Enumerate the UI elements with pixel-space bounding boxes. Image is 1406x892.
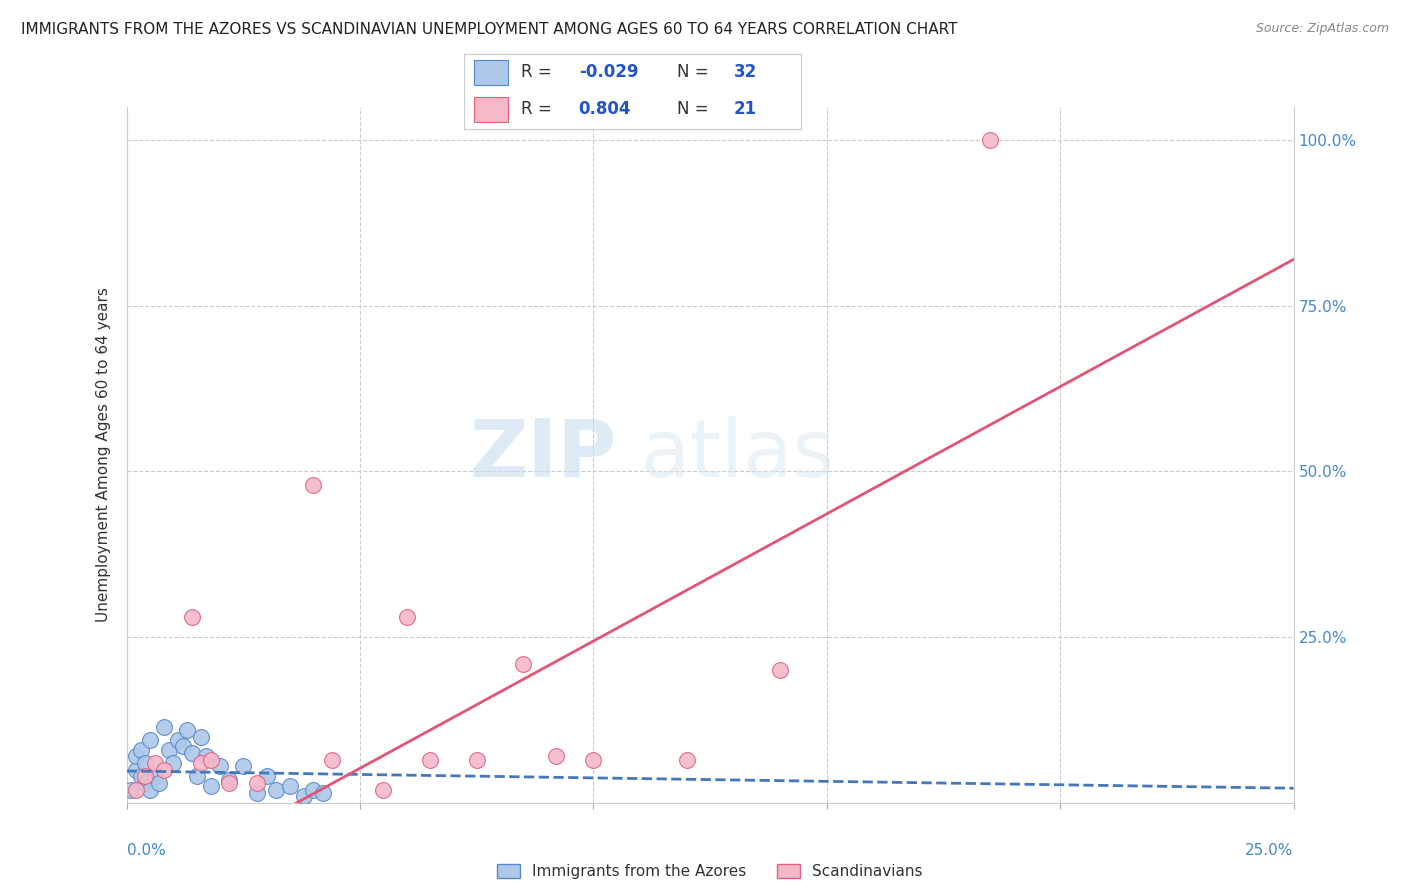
Point xyxy=(162,756,184,770)
Point xyxy=(769,663,792,677)
FancyBboxPatch shape xyxy=(474,61,508,86)
Point xyxy=(675,753,697,767)
FancyBboxPatch shape xyxy=(474,96,508,122)
Point xyxy=(129,743,152,757)
Point xyxy=(264,782,287,797)
Point xyxy=(218,772,240,787)
Text: 32: 32 xyxy=(734,63,758,81)
Point xyxy=(143,769,166,783)
Point xyxy=(512,657,534,671)
Text: Source: ZipAtlas.com: Source: ZipAtlas.com xyxy=(1256,22,1389,36)
Text: N =: N = xyxy=(676,63,709,81)
Point xyxy=(139,782,162,797)
Text: ZIP: ZIP xyxy=(470,416,617,494)
Legend: Immigrants from the Azores, Scandinavians: Immigrants from the Azores, Scandinavian… xyxy=(491,858,929,886)
Point xyxy=(153,763,176,777)
Point xyxy=(186,769,208,783)
Point xyxy=(134,776,156,790)
Point xyxy=(134,756,156,770)
Point xyxy=(979,133,1001,147)
Point xyxy=(208,759,231,773)
Text: IMMIGRANTS FROM THE AZORES VS SCANDINAVIAN UNEMPLOYMENT AMONG AGES 60 TO 64 YEAR: IMMIGRANTS FROM THE AZORES VS SCANDINAVI… xyxy=(21,22,957,37)
Point xyxy=(167,732,190,747)
Text: N =: N = xyxy=(676,100,709,118)
Text: R =: R = xyxy=(522,100,553,118)
Point xyxy=(218,776,240,790)
Point xyxy=(148,776,170,790)
Y-axis label: Unemployment Among Ages 60 to 64 years: Unemployment Among Ages 60 to 64 years xyxy=(96,287,111,623)
Point xyxy=(172,739,194,754)
Text: -0.029: -0.029 xyxy=(579,63,638,81)
Point xyxy=(246,786,269,800)
Point xyxy=(395,610,418,624)
Point xyxy=(232,759,254,773)
Point xyxy=(256,769,278,783)
Point xyxy=(120,782,142,797)
Point xyxy=(125,763,148,777)
Point xyxy=(153,720,176,734)
Text: 0.804: 0.804 xyxy=(579,100,631,118)
Text: 25.0%: 25.0% xyxy=(1246,843,1294,858)
Point xyxy=(302,477,325,491)
Point xyxy=(246,776,269,790)
Point xyxy=(125,782,148,797)
Point xyxy=(190,730,212,744)
Point xyxy=(143,756,166,770)
Point xyxy=(321,753,343,767)
Point xyxy=(157,743,180,757)
Point xyxy=(311,786,333,800)
Text: R =: R = xyxy=(522,63,553,81)
Point xyxy=(292,789,315,804)
Point xyxy=(129,769,152,783)
Point xyxy=(176,723,198,737)
Point xyxy=(419,753,441,767)
Point xyxy=(200,779,222,793)
Point xyxy=(125,749,148,764)
Point xyxy=(139,732,162,747)
Point xyxy=(278,779,301,793)
Text: 21: 21 xyxy=(734,100,756,118)
Point xyxy=(465,753,488,767)
Point xyxy=(302,782,325,797)
Point xyxy=(582,753,605,767)
Text: 0.0%: 0.0% xyxy=(127,843,166,858)
Point xyxy=(190,756,212,770)
Point xyxy=(134,769,156,783)
Point xyxy=(544,749,567,764)
Point xyxy=(180,746,202,760)
Point xyxy=(194,749,217,764)
Point xyxy=(200,753,222,767)
Text: atlas: atlas xyxy=(640,416,834,494)
Point xyxy=(373,782,395,797)
Point xyxy=(180,610,202,624)
